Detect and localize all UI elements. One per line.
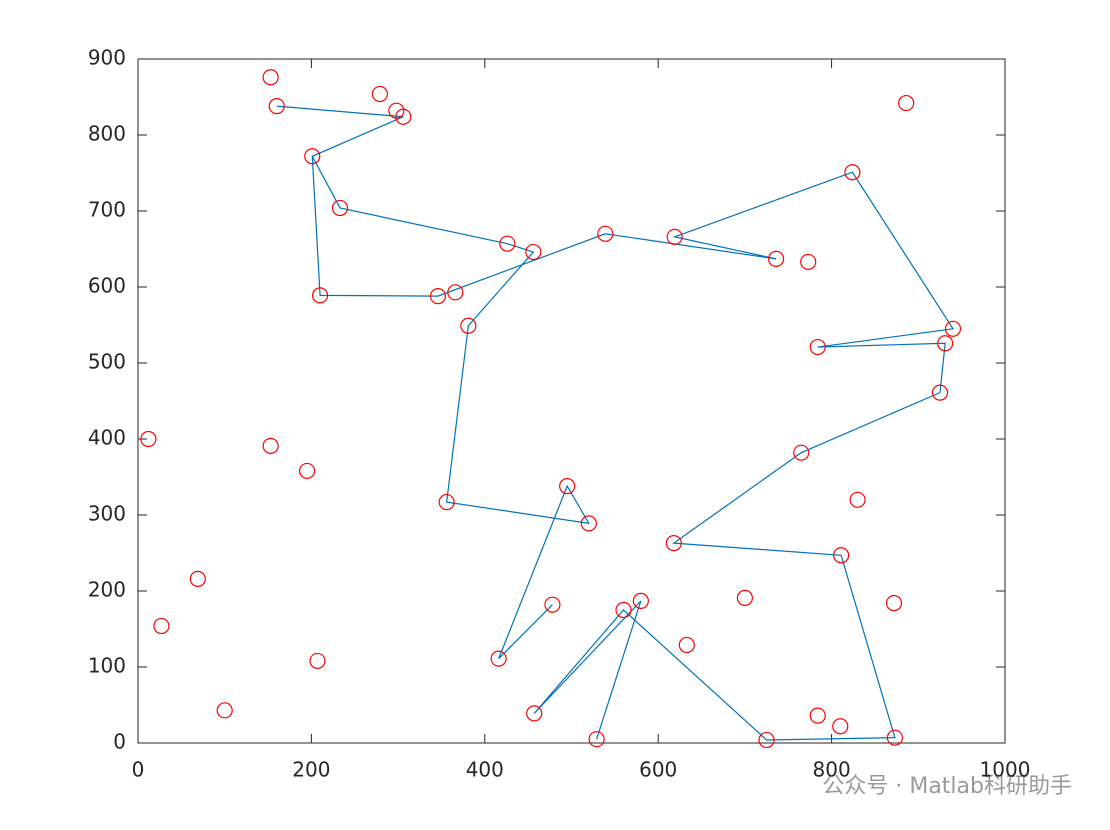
point <box>268 98 285 115</box>
point <box>499 235 516 252</box>
point <box>793 444 810 461</box>
point <box>588 731 605 748</box>
point <box>460 317 477 334</box>
x-tick-label: 1000 <box>980 758 1031 782</box>
y-tick-label: 900 <box>88 46 126 70</box>
point <box>153 617 170 635</box>
point <box>526 705 543 722</box>
point <box>937 335 954 352</box>
point <box>597 225 614 242</box>
point <box>944 320 962 337</box>
point <box>559 478 576 495</box>
point <box>833 547 850 564</box>
point <box>809 338 826 356</box>
point <box>262 69 279 86</box>
y-tick-label: 700 <box>88 198 126 222</box>
y-tick-label: 400 <box>88 426 126 450</box>
point <box>490 650 507 667</box>
y-tick-label: 500 <box>88 350 126 374</box>
point <box>678 636 695 654</box>
point <box>140 430 157 448</box>
y-tick-label: 200 <box>88 578 126 602</box>
x-tick-label: 200 <box>292 758 330 782</box>
point <box>189 570 206 587</box>
point <box>832 718 849 735</box>
point <box>665 535 682 552</box>
point <box>800 253 817 271</box>
point <box>844 164 861 181</box>
point <box>580 515 597 532</box>
point <box>898 94 915 112</box>
point <box>768 250 785 267</box>
point <box>758 731 775 749</box>
point <box>666 228 683 245</box>
y-tick-label: 800 <box>88 122 126 146</box>
y-tick-label: 300 <box>88 502 126 526</box>
point <box>331 199 349 217</box>
point <box>395 108 412 125</box>
point <box>298 462 316 480</box>
point <box>311 287 329 304</box>
point <box>216 702 233 719</box>
point <box>931 384 949 401</box>
point <box>371 85 388 103</box>
point <box>886 729 903 746</box>
x-tick-label: 800 <box>813 758 851 782</box>
point <box>309 652 326 670</box>
route-line <box>276 105 954 741</box>
y-tick-label: 100 <box>88 654 126 678</box>
point <box>438 493 455 511</box>
y-tick-label: 0 <box>113 730 126 754</box>
point <box>885 595 903 612</box>
point <box>809 707 826 724</box>
point <box>429 288 447 305</box>
x-tick-label: 400 <box>466 758 504 782</box>
point <box>849 491 866 508</box>
point <box>262 437 279 454</box>
point <box>544 596 561 613</box>
x-tick-label: 600 <box>639 758 677 782</box>
point <box>615 601 632 619</box>
x-tick-label: 0 <box>132 758 145 782</box>
route-line <box>311 155 590 660</box>
point <box>304 148 321 165</box>
plot-frame <box>137 58 1006 744</box>
y-tick-label: 600 <box>88 274 126 298</box>
point <box>736 589 754 606</box>
watermark: 公众号 · Matlab科研助手 <box>822 774 1072 799</box>
point <box>525 243 542 261</box>
point <box>447 284 464 301</box>
point <box>632 592 649 609</box>
